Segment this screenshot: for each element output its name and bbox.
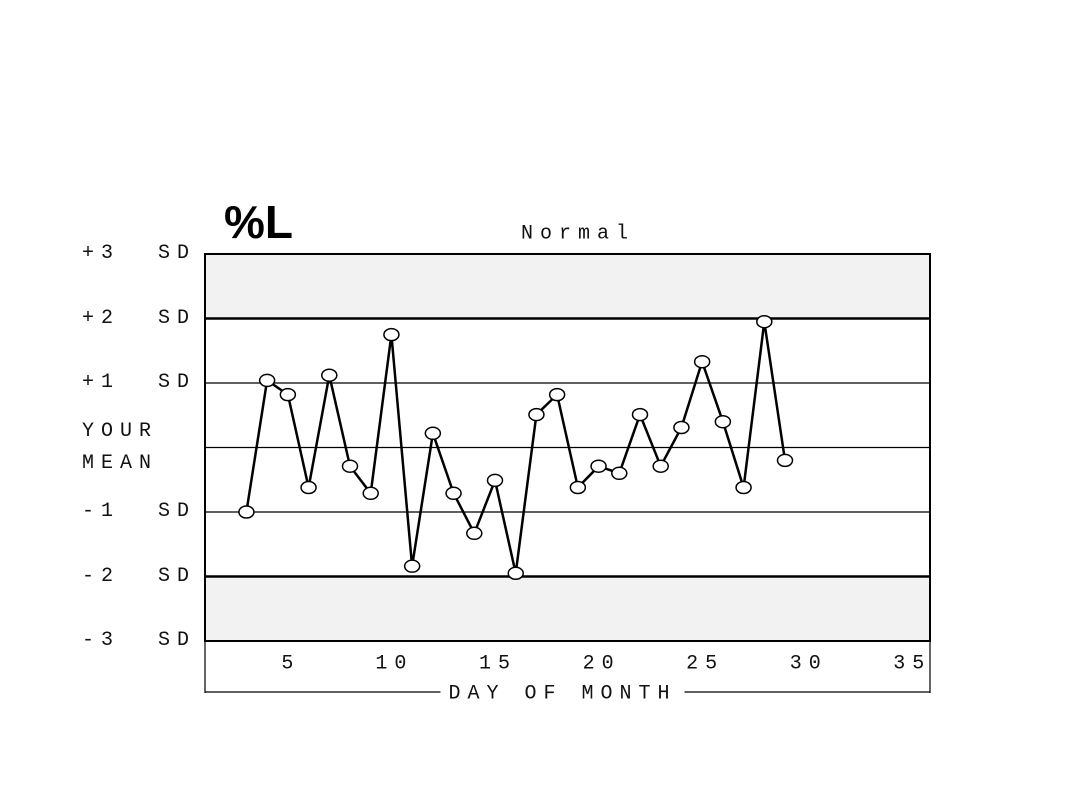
y-tick-label-box: +1 SD <box>82 371 197 394</box>
y-tick-label-box: -3 SD <box>82 629 197 652</box>
data-point <box>279 387 297 402</box>
x-tick-label: 30 <box>790 652 828 675</box>
data-point <box>673 420 690 435</box>
data-point <box>300 480 317 495</box>
x-tick-label: 20 <box>583 652 621 675</box>
data-point <box>528 407 545 422</box>
plot-frame <box>204 253 931 642</box>
x-tick-label: 25 <box>686 652 724 675</box>
chart-subtitle: Normal <box>521 222 635 245</box>
data-point <box>445 486 462 501</box>
x-tick-label: 10 <box>375 652 413 675</box>
data-point <box>756 314 773 329</box>
data-point <box>590 459 607 473</box>
data-point <box>631 407 649 422</box>
data-point <box>486 473 504 488</box>
x-tick-label: 5 <box>281 652 300 675</box>
y-tick-label-box: -2 SD <box>82 564 197 588</box>
data-point <box>383 327 400 342</box>
x-label-gap <box>440 682 685 706</box>
data-point <box>569 480 587 495</box>
data-point <box>258 373 276 388</box>
data-point <box>548 387 566 402</box>
data-point <box>321 368 338 383</box>
y-tick-label-box: -1 SD <box>82 500 197 523</box>
data-point <box>403 559 421 573</box>
shaded-band <box>205 576 930 641</box>
x-tick-label: 15 <box>479 652 517 675</box>
data-point <box>238 505 255 519</box>
x-tick-label: 35 <box>893 652 931 675</box>
data-point <box>362 486 379 501</box>
chart-title: %L <box>224 196 293 248</box>
data-point <box>735 480 752 495</box>
data-point <box>714 414 732 429</box>
y-tick-label-box: YOUR MEAN <box>82 419 178 475</box>
y-tick-label: -3 SD <box>82 629 197 652</box>
y-tick-label: +2 SD <box>82 306 197 330</box>
data-point <box>776 453 794 468</box>
y-tick-label: +3 SD <box>82 242 197 265</box>
y-tick-label: YOUR MEAN <box>82 419 178 475</box>
data-point <box>466 526 483 541</box>
data-point <box>507 566 524 581</box>
data-point <box>341 459 359 473</box>
y-tick-label: -2 SD <box>82 564 197 588</box>
y-tick-label: +1 SD <box>82 371 197 394</box>
data-point <box>611 466 628 481</box>
x-axis-label: DAY OF MONTH <box>448 682 676 705</box>
data-point <box>424 426 442 441</box>
shaded-band <box>205 254 930 319</box>
y-tick-label: -1 SD <box>82 500 197 523</box>
y-tick-label-box: +2 SD <box>82 306 197 330</box>
data-point <box>693 354 711 369</box>
y-tick-label-box: +3 SD <box>82 242 197 265</box>
data-point <box>652 459 669 473</box>
